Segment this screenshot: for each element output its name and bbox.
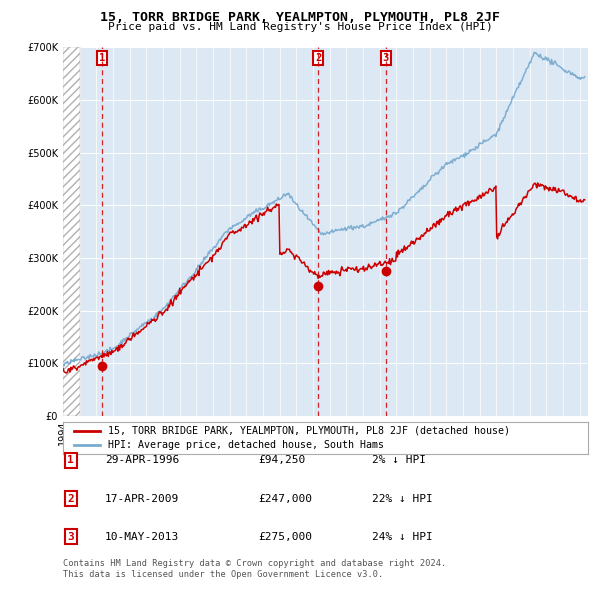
Text: 15, TORR BRIDGE PARK, YEALMPTON, PLYMOUTH, PL8 2JF (detached house): 15, TORR BRIDGE PARK, YEALMPTON, PLYMOUT… xyxy=(107,426,509,436)
Text: 10-MAY-2013: 10-MAY-2013 xyxy=(105,532,179,542)
Bar xyxy=(63,47,80,416)
Text: 3: 3 xyxy=(383,53,389,63)
Text: HPI: Average price, detached house, South Hams: HPI: Average price, detached house, Sout… xyxy=(107,440,383,450)
Text: 1: 1 xyxy=(99,53,105,63)
Text: This data is licensed under the Open Government Licence v3.0.: This data is licensed under the Open Gov… xyxy=(63,571,383,579)
Text: 1: 1 xyxy=(67,455,74,465)
Text: 29-APR-1996: 29-APR-1996 xyxy=(105,455,179,465)
Text: 17-APR-2009: 17-APR-2009 xyxy=(105,494,179,503)
Text: £94,250: £94,250 xyxy=(258,455,305,465)
Text: 2: 2 xyxy=(67,494,74,503)
Text: 22% ↓ HPI: 22% ↓ HPI xyxy=(372,494,433,503)
Text: 3: 3 xyxy=(67,532,74,542)
Text: £247,000: £247,000 xyxy=(258,494,312,503)
Text: 24% ↓ HPI: 24% ↓ HPI xyxy=(372,532,433,542)
Text: 15, TORR BRIDGE PARK, YEALMPTON, PLYMOUTH, PL8 2JF: 15, TORR BRIDGE PARK, YEALMPTON, PLYMOUT… xyxy=(100,11,500,24)
Text: 2: 2 xyxy=(315,53,321,63)
Text: Price paid vs. HM Land Registry's House Price Index (HPI): Price paid vs. HM Land Registry's House … xyxy=(107,22,493,32)
Text: Contains HM Land Registry data © Crown copyright and database right 2024.: Contains HM Land Registry data © Crown c… xyxy=(63,559,446,568)
Text: 2% ↓ HPI: 2% ↓ HPI xyxy=(372,455,426,465)
Text: £275,000: £275,000 xyxy=(258,532,312,542)
